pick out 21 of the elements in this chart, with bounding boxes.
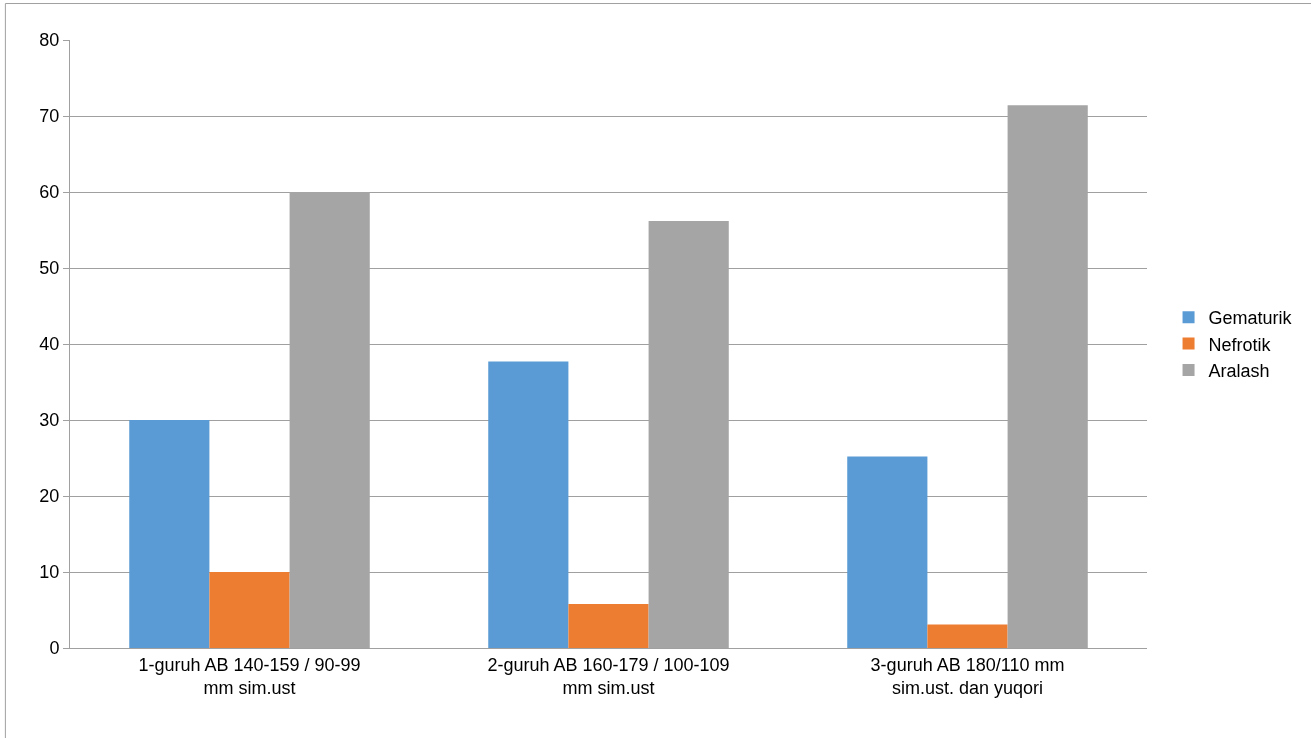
bar <box>927 624 1008 648</box>
x-tick-label: 2-guruh AB 160-179 / 100-109 mm sim.ust <box>487 654 730 698</box>
legend-label: Gematurik <box>1208 308 1293 329</box>
y-tick-label: 80 <box>39 30 60 51</box>
legend-label: Nefrotik <box>1208 334 1272 355</box>
y-tick-label: 30 <box>39 410 60 431</box>
bar <box>568 603 649 648</box>
y-tick-label: 40 <box>39 334 60 355</box>
bar <box>488 361 569 648</box>
y-tick-label: 20 <box>39 486 60 507</box>
bar <box>209 572 290 648</box>
y-tick-label: 50 <box>39 258 60 279</box>
y-tick-label: 10 <box>39 562 60 583</box>
y-tick-label: 0 <box>49 638 60 659</box>
y-tick-label: 70 <box>39 106 60 127</box>
bar <box>847 456 928 648</box>
x-tick-label: 1-guruh AB 140-159 / 90-99 mm sim.ust <box>138 654 361 698</box>
x-tick-label: 3-guruh AB 180/110 mm sim.ust. dan yuqori <box>870 654 1065 698</box>
bar <box>129 420 210 648</box>
legend-label: Aralash <box>1208 361 1270 382</box>
y-tick-label: 60 <box>39 182 60 203</box>
